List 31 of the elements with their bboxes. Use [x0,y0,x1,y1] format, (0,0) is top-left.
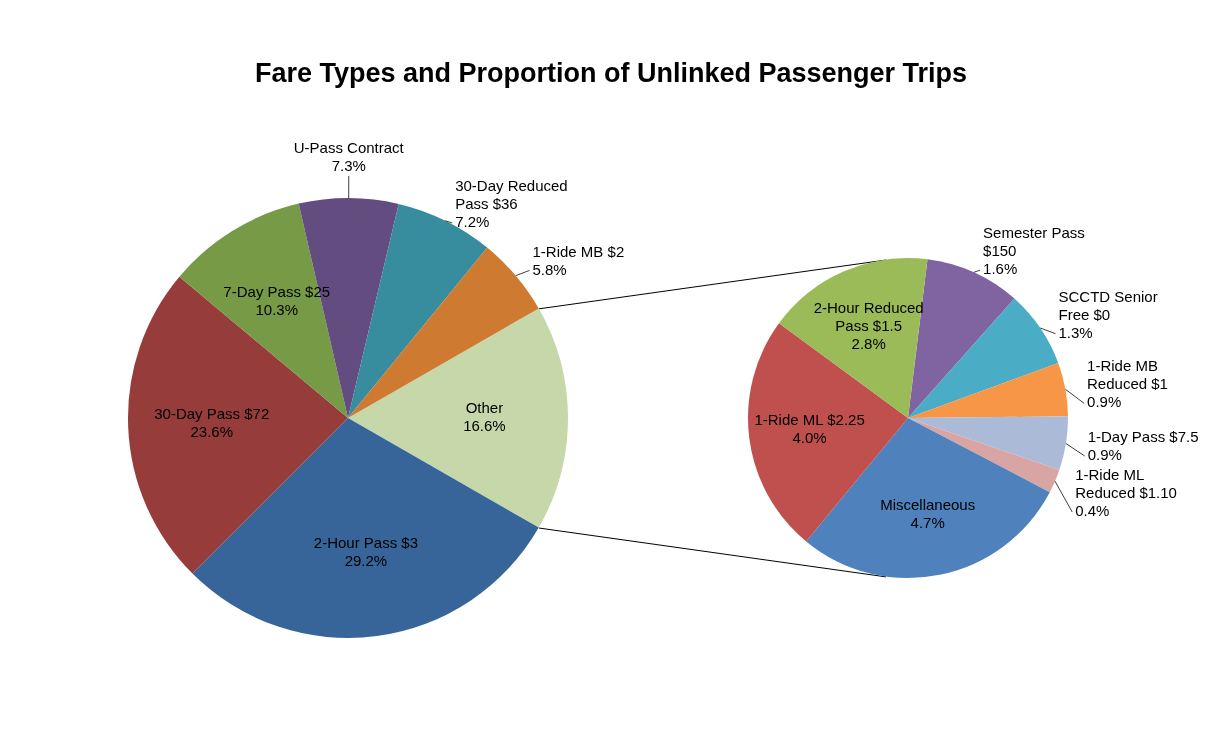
slice-label: Miscellaneous [880,496,976,514]
slice-label: 1-Ride ML Reduced $1.10 [1075,466,1177,502]
slice-label: 30-Day Reduced Pass $36 [455,177,568,213]
chart-title: Fare Types and Proportion of Unlinked Passenger Trips [253,58,969,89]
data-label: 23.6% [190,423,234,441]
slice-label: 1-Day Pass $7.5 [1087,428,1199,446]
slice-label: 2-Hour Pass $3 [313,534,419,552]
data-label: 7.2% [455,213,490,231]
data-label: 4.7% [910,514,945,532]
slice-label: 7-Day Pass $25 [223,282,331,300]
data-label: 0.9% [1087,446,1122,464]
data-label: 7.3% [331,157,366,175]
slice-label: U-Pass Contract [293,139,405,157]
data-label: 4.0% [792,429,827,447]
data-label: 0.4% [1075,502,1110,520]
data-label: 0.9% [1087,393,1122,411]
slice-label: 30-Day Pass $72 [154,405,270,423]
data-label: 10.3% [255,300,298,318]
data-label: 2.8% [851,335,886,353]
slice-label: 1-Ride ML $2.25 [754,411,865,429]
data-label: 29.2% [344,552,388,570]
slice-label: Semester Pass $150 [983,224,1085,260]
slice-label: 1-Ride MB $2 [532,242,625,260]
slice-label: 2-Hour Reduced Pass $1.5 [813,299,924,335]
data-label: 1.3% [1058,323,1093,341]
slice-label: 1-Ride MB Reduced $1 [1087,357,1168,393]
slice-label: Other [465,399,504,417]
data-label: 5.8% [532,260,567,278]
data-label: 16.6% [463,417,506,435]
data-label: 1.6% [983,260,1018,278]
slice-label: SCCTD Senior Free $0 [1058,287,1158,323]
